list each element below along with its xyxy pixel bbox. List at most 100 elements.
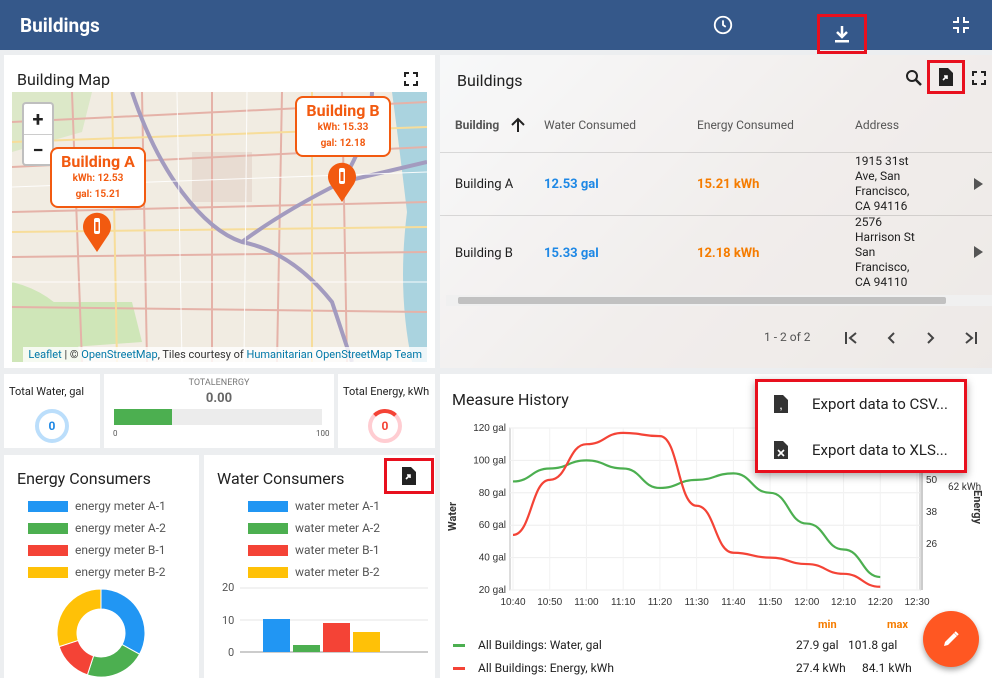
map-attribution: Leaflet | © OpenStreetMap, Tiles courtes… [23,347,427,362]
clock-icon[interactable] [708,10,738,40]
series-line[interactable] [512,459,881,579]
address-line: Ave, San [855,169,901,183]
pencil-icon [944,631,959,646]
chevron-right-icon[interactable] [924,331,938,345]
x-tick-label: 11:20 [648,597,673,608]
y-axis-label: Water [446,501,459,531]
series-line[interactable] [512,431,881,588]
legend-item[interactable]: water meter A-1 [248,499,380,513]
top-bar: Buildings [0,0,992,54]
water-consumers-title: Water Consumers [217,469,345,488]
sort-arrow-up-icon[interactable] [509,116,527,134]
address-line: Harrison St [855,230,915,244]
fullscreen-icon[interactable] [396,64,426,94]
legend-line [453,644,465,647]
hot-link[interactable]: Humanitarian OpenStreetMap Team [246,348,422,361]
legend-item[interactable]: energy meter A-2 [28,521,166,535]
legend-swatch [248,522,288,534]
export-file-icon[interactable] [927,60,965,94]
fullscreen-icon[interactable] [964,63,992,93]
legend-label: energy meter B-2 [75,565,166,579]
column-header-building[interactable]: Building [455,118,500,132]
building-b-popup[interactable]: Building B kWh: 15.33 gal: 12.18 [295,96,391,157]
horizontal-scrollbar[interactable] [446,295,992,306]
pagination-range: 1 - 2 of 2 [764,330,811,344]
popup-gal: gal: 15.21 [75,189,121,200]
address-line: 2576 [855,215,882,229]
download-icon[interactable] [817,14,867,54]
x-tick-label: 11:30 [684,597,709,608]
map-marker-icon[interactable] [82,212,116,254]
osm-link[interactable]: OpenStreetMap [81,348,158,361]
bar[interactable] [323,623,350,652]
water-bar-chart[interactable] [240,585,430,655]
donut-slice[interactable] [86,643,141,678]
donut-slice[interactable] [58,639,95,676]
leaflet-link[interactable]: Leaflet [28,348,62,361]
column-header-address[interactable]: Address [855,118,900,132]
play-arrow-icon[interactable] [972,245,984,259]
export-xls-label: Export data to XLS... [812,441,948,459]
first-page-icon[interactable] [844,331,858,345]
stats-header-min: min [818,618,837,631]
y2-tick: 62 kWh [948,482,982,493]
map-card-title: Building Map [17,70,110,89]
play-arrow-icon[interactable] [972,177,984,191]
x-tick-label: 12:00 [794,597,819,608]
widget-label: TOTALENERGY [188,378,250,388]
legend-item[interactable]: energy meter A-1 [28,499,166,513]
column-header-water[interactable]: Water Consumed [544,118,637,132]
export-file-icon[interactable] [384,458,434,494]
legend-item[interactable]: water meter A-2 [248,521,380,535]
y-tick: 20 [222,581,235,594]
leaflet-map[interactable]: + − Building A kWh: 12.53 gal: 15.21 Bui… [12,92,427,362]
bar[interactable] [293,645,320,652]
legend-item[interactable]: water meter B-2 [248,565,380,579]
total-water-widget: Total Water, gal 0 [4,374,100,448]
chevron-left-icon[interactable] [884,331,898,345]
popup-name: Building B [306,101,380,120]
export-xls-item[interactable]: Export data to XLS... [758,428,964,472]
legend-label: energy meter B-1 [75,543,166,557]
x-tick-label: 12:30 [904,597,929,608]
x-tick-label: 11:00 [574,597,599,608]
legend-swatch [28,544,68,556]
zoom-in-button[interactable]: + [32,107,44,131]
energy-consumers-card: Energy Consumers energy meter A-1 energy… [4,455,199,678]
table-cell-energy: 12.18 kWh [697,246,760,261]
map-marker-icon[interactable] [327,162,361,204]
building-a-popup[interactable]: Building A kWh: 12.53 gal: 15.21 [50,147,146,208]
series-name[interactable]: All Buildings: Energy, kWh [478,661,614,675]
legend-item[interactable]: energy meter B-2 [28,565,165,579]
donut-slice[interactable] [56,588,102,648]
popup-kwh: kWh: 15.33 [317,122,369,133]
divider [440,215,992,216]
scrollbar-thumb[interactable] [458,297,946,304]
edit-fab-button[interactable] [923,611,979,667]
buildings-card [440,55,992,368]
legend-swatch [248,566,288,578]
bar[interactable] [263,619,290,652]
x-tick-label: 12:10 [831,597,856,608]
export-menu: , Export data to CSV... Export data to X… [755,379,967,473]
series-max: 84.1 kWh [862,661,912,675]
zoom-out-button[interactable]: − [24,134,52,164]
series-max: 101.8 gal [848,638,898,652]
search-icon[interactable] [899,63,929,93]
legend-item[interactable]: energy meter B-1 [28,543,165,557]
legend-item[interactable]: water meter B-1 [248,543,380,557]
export-csv-item[interactable]: , Export data to CSV... [758,382,964,426]
progress-fill [114,409,173,425]
legend-swatch [28,566,68,578]
table-cell-address: 2576 Harrison St San Francisco, CA 94110 [855,215,935,290]
fullscreen-exit-icon[interactable] [946,10,976,40]
last-page-icon[interactable] [964,331,978,345]
donut-chart[interactable] [55,587,147,678]
address-line: Francisco, [855,260,910,274]
bar[interactable] [353,632,380,652]
column-header-energy[interactable]: Energy Consumed [697,118,794,132]
y-tick-label: 120 gal [473,423,506,434]
series-name[interactable]: All Buildings: Water, gal [478,638,602,652]
total-energy-bar-widget: TOTALENERGY 0.00 0 100 [104,374,334,448]
donut-slice[interactable] [100,588,146,655]
